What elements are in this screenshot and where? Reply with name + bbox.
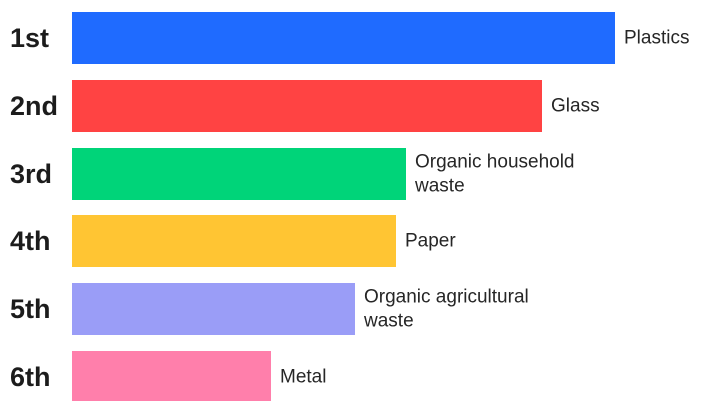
category-label-line: Plastics [624, 28, 689, 49]
rank-label-6: 6th [10, 362, 51, 392]
rank-label-3: 3rd [10, 159, 52, 189]
bar-5 [72, 283, 355, 335]
category-label-line: Organic agricultural [364, 287, 529, 308]
bar-3 [72, 148, 406, 200]
rank-label-4: 4th [10, 226, 51, 256]
category-label-5: Organic agricultural waste [363, 287, 529, 332]
category-label-2: Glass [551, 96, 600, 117]
category-label-1: Plastics [624, 28, 689, 49]
rank-label-1: 1st [10, 23, 49, 53]
bar-6 [72, 351, 271, 401]
category-label-line: Metal [280, 367, 326, 388]
category-label-line: waste [363, 311, 414, 332]
category-label-line: Organic household [415, 152, 575, 173]
category-label-line: waste [414, 176, 465, 197]
category-label-6: Metal [280, 367, 326, 388]
bar-1 [72, 12, 615, 64]
bar-4 [72, 215, 396, 267]
category-label-line: Glass [551, 96, 600, 117]
category-label-3: Organic household waste [414, 152, 575, 197]
category-label-4: Paper [405, 231, 456, 252]
rank-label-2: 2nd [10, 91, 58, 121]
rank-label-5: 5th [10, 294, 51, 324]
category-label-line: Paper [405, 231, 456, 252]
bar-2 [72, 80, 542, 132]
